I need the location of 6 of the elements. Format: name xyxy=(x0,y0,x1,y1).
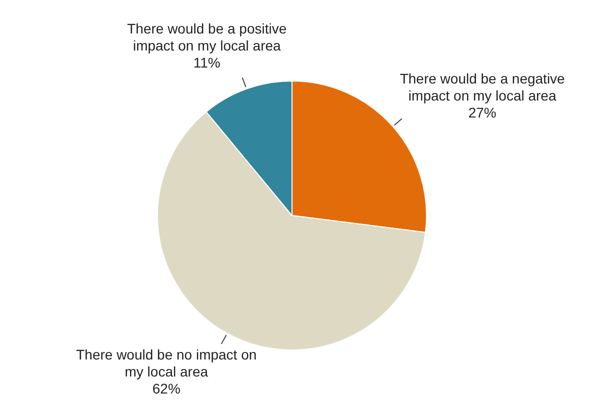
data-label: 62% xyxy=(152,380,180,397)
data-label: 11% xyxy=(193,54,220,70)
data-label: 27% xyxy=(468,104,496,121)
slice-label: There would be no impact on my local area xyxy=(76,346,257,380)
slice-label: There would be a positive impact on my local area xyxy=(127,20,287,54)
slice-label: There would be a negative impact on my local area xyxy=(400,70,566,104)
